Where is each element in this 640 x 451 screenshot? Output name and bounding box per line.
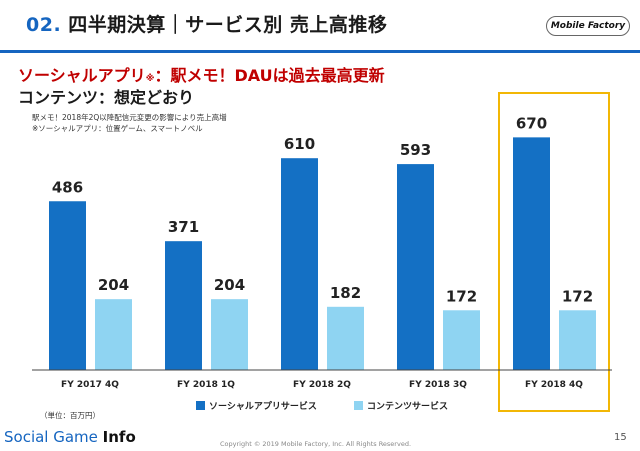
company-logo: Mobile Factory	[546, 16, 630, 36]
headline-social-rest: ：駅メモ！DAUは過去最高更新	[154, 66, 385, 85]
highlight-frame	[498, 92, 610, 412]
x-tick-label: FY 2018 4Q	[525, 380, 583, 390]
data-label: 371	[168, 218, 199, 236]
headline-social-main: ソーシャルアプリ	[18, 66, 146, 85]
bar-social	[281, 158, 318, 370]
data-label: 610	[284, 135, 315, 153]
data-label: 204	[214, 276, 245, 294]
legend-swatch	[354, 401, 363, 410]
footer-brand-light: Social Game	[4, 428, 103, 446]
page-number: 15	[614, 432, 627, 443]
bar-content	[211, 299, 248, 370]
data-label: 182	[330, 284, 361, 302]
legend-label: コンテンツサービス	[367, 400, 448, 412]
bar-content	[559, 310, 596, 370]
section-number: 02.	[26, 14, 62, 36]
unit-note: （単位：百万円）	[40, 411, 100, 420]
copyright: Copyright © 2019 Mobile Factory, Inc. Al…	[220, 440, 412, 448]
bar-social	[49, 201, 86, 370]
headline-social: ソーシャルアプリ※：駅メモ！DAUは過去最高更新	[18, 62, 385, 86]
bar-content	[443, 310, 480, 370]
bar-content	[95, 299, 132, 370]
legend-swatch	[196, 401, 205, 410]
data-label: 172	[446, 287, 477, 305]
title-divider	[0, 50, 640, 53]
x-tick-label: FY 2017 4Q	[61, 380, 119, 390]
data-label: 593	[400, 141, 431, 159]
bar-content	[327, 306, 364, 370]
x-tick-label: FY 2018 2Q	[293, 380, 351, 390]
page-title: 02. 四半期決算｜サービス別 売上高推移	[26, 10, 387, 37]
data-label: 670	[516, 114, 547, 132]
footer-brand: Social Game Info	[4, 428, 136, 446]
data-label: 204	[98, 276, 129, 294]
footer-brand-bold: Info	[102, 428, 136, 446]
x-tick-label: FY 2018 3Q	[409, 380, 467, 390]
title-bar: 02. 四半期決算｜サービス別 売上高推移 Mobile Factory	[0, 0, 640, 50]
note-social-definition: ※ソーシャルアプリ：位置ゲーム、スマートノベル	[32, 124, 203, 133]
headline-social-sup: ※	[145, 74, 155, 84]
x-tick-label: FY 2018 1Q	[177, 380, 235, 390]
legend-label: ソーシャルアプリサービス	[209, 400, 317, 412]
bar-social	[513, 137, 550, 370]
note-ekimemo: 駅メモ！2018年2Q以降配信元変更の影響により売上高増	[32, 113, 227, 122]
data-label: 172	[562, 287, 593, 305]
headline-content: コンテンツ：想定どおり	[18, 88, 195, 107]
bar-social	[397, 164, 434, 370]
bar-social	[165, 241, 202, 370]
data-label: 486	[52, 178, 83, 196]
section-title: 四半期決算｜サービス別 売上高推移	[68, 14, 388, 36]
